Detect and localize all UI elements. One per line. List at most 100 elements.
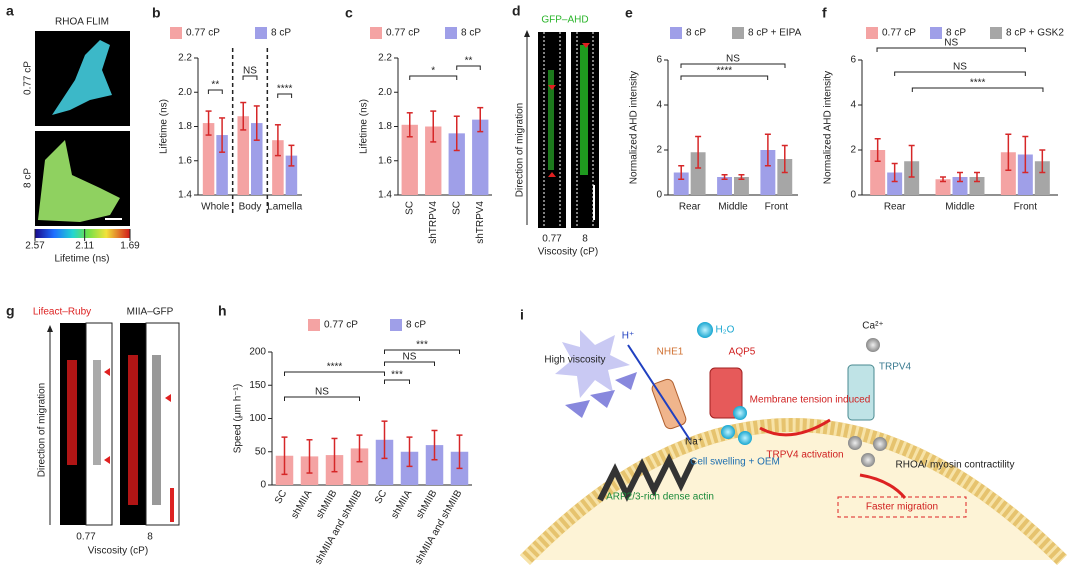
- bar: [375, 439, 394, 485]
- arrowhead: [47, 325, 53, 332]
- category-label: 8: [147, 532, 153, 543]
- water: [697, 322, 713, 338]
- diagram-label: High viscosity: [544, 355, 605, 366]
- y-tick-label: 2.2: [178, 53, 192, 64]
- legend-swatch: [990, 27, 1002, 39]
- cell: [548, 70, 554, 170]
- x-tick-label: Middle: [945, 202, 975, 213]
- legend-swatch: [866, 27, 878, 39]
- x-tick-label: Lamella: [267, 202, 302, 213]
- arrow: [859, 473, 907, 499]
- bar: [448, 133, 465, 195]
- bar: [935, 179, 951, 195]
- diagram-label: H₂O: [716, 325, 735, 336]
- legend-label: 8 cP: [271, 28, 291, 39]
- y-axis-label: Lifetime (ns): [159, 99, 170, 154]
- panel-label: d: [512, 3, 521, 19]
- panel-g: g Lifeact–Ruby MIIA–GFP Direction of mig…: [6, 303, 180, 557]
- y-tick-label: 200: [249, 347, 266, 358]
- pressure-arrows: [565, 372, 637, 418]
- bar: [285, 155, 298, 195]
- legend-label: 0.77 cP: [882, 28, 916, 39]
- x-axis-label: Viscosity (cP): [88, 546, 148, 557]
- y-tick-label: 1.4: [378, 190, 392, 201]
- bar: [216, 135, 228, 195]
- bar: [952, 177, 968, 195]
- x-tick-label: Whole: [201, 202, 230, 213]
- colorbar-tick-label: 2.57: [25, 241, 45, 252]
- x-tick-label: SC: [451, 201, 462, 215]
- y-tick-label: 6: [656, 55, 662, 66]
- panel-a: a RHOA FLIM 0.77 cP 8 cP Lifetime (ns): [6, 3, 130, 265]
- bar: [472, 119, 489, 195]
- diagram-label: NHE1: [657, 347, 684, 358]
- x-tick-label: SC: [273, 488, 289, 506]
- x-tick-label: Body: [239, 202, 262, 213]
- diagram-label: Ca²⁺: [862, 321, 883, 332]
- image-title: GFP–AHD: [541, 15, 588, 26]
- x-tick-label: Front: [765, 202, 789, 213]
- panel-label: c: [345, 5, 353, 21]
- significance-label: ****: [970, 78, 986, 89]
- bar: [400, 451, 419, 485]
- significance-bracket: [284, 396, 360, 401]
- bar: [673, 172, 689, 195]
- significance-bracket: [384, 349, 460, 354]
- significance-label: ****: [327, 362, 343, 373]
- bar: [717, 177, 732, 195]
- x-tick-label: Front: [1014, 202, 1038, 213]
- legend-swatch: [255, 27, 267, 39]
- y-tick-label: 1.6: [178, 155, 192, 166]
- image-title: MIIA–GFP: [127, 307, 174, 318]
- legend-label: 8 cP: [461, 28, 481, 39]
- significance-bracket: [876, 47, 1026, 52]
- x-tick-label: shTRPV4: [428, 201, 439, 244]
- legend-swatch: [308, 319, 320, 331]
- row-label: 8 cP: [23, 168, 34, 188]
- y-tick-label: 1.8: [378, 121, 392, 132]
- colorbar: [35, 229, 130, 238]
- y-tick-label: 150: [249, 380, 266, 391]
- bar: [425, 126, 442, 195]
- y-tick-label: 4: [850, 100, 856, 111]
- arrowhead: [524, 30, 530, 37]
- water: [733, 406, 747, 420]
- y-tick-label: 1.4: [178, 190, 192, 201]
- cell: [38, 140, 120, 222]
- axis-label: Direction of migration: [37, 383, 48, 477]
- y-tick-label: 1.8: [178, 121, 192, 132]
- bar: [1034, 161, 1050, 195]
- panel-label: f: [822, 5, 827, 21]
- panel-label: a: [6, 3, 14, 19]
- category-label: 0.77: [542, 234, 562, 245]
- colorbar-tick-label: 1.69: [120, 241, 140, 252]
- x-tick-label: shMIIB: [414, 488, 439, 521]
- panel-label: i: [520, 307, 524, 323]
- calcium: [848, 436, 862, 450]
- legend-swatch: [732, 27, 744, 39]
- actin: [597, 453, 696, 502]
- viscosity-burst: [555, 330, 630, 398]
- significance-bracket: [456, 65, 481, 70]
- cell: [67, 360, 77, 465]
- cell: [52, 40, 112, 115]
- legend-label: 0.77 cP: [386, 28, 420, 39]
- y-tick-label: 2: [850, 145, 856, 156]
- bar: [887, 172, 903, 195]
- significance-bracket: [207, 89, 223, 94]
- diagram-label: TRPV4: [879, 362, 912, 373]
- bar: [904, 161, 920, 195]
- x-tick-label: shMIIB: [314, 488, 339, 521]
- y-tick-label: 6: [850, 55, 856, 66]
- significance-label: **: [465, 56, 473, 67]
- cell: [93, 360, 101, 465]
- y-tick-label: 1.6: [378, 155, 392, 166]
- significance-bracket: [384, 379, 410, 384]
- y-tick-label: 2.2: [378, 53, 392, 64]
- diagram-label: TRPV4 activation: [766, 450, 843, 461]
- significance-label: ****: [717, 66, 733, 77]
- y-tick-label: 2.0: [378, 87, 392, 98]
- significance-bracket: [277, 93, 293, 98]
- panel-d: d GFP–AHD Direction of migration 0.77 8 …: [512, 3, 599, 258]
- x-tick-label: shTRPV4: [475, 201, 486, 244]
